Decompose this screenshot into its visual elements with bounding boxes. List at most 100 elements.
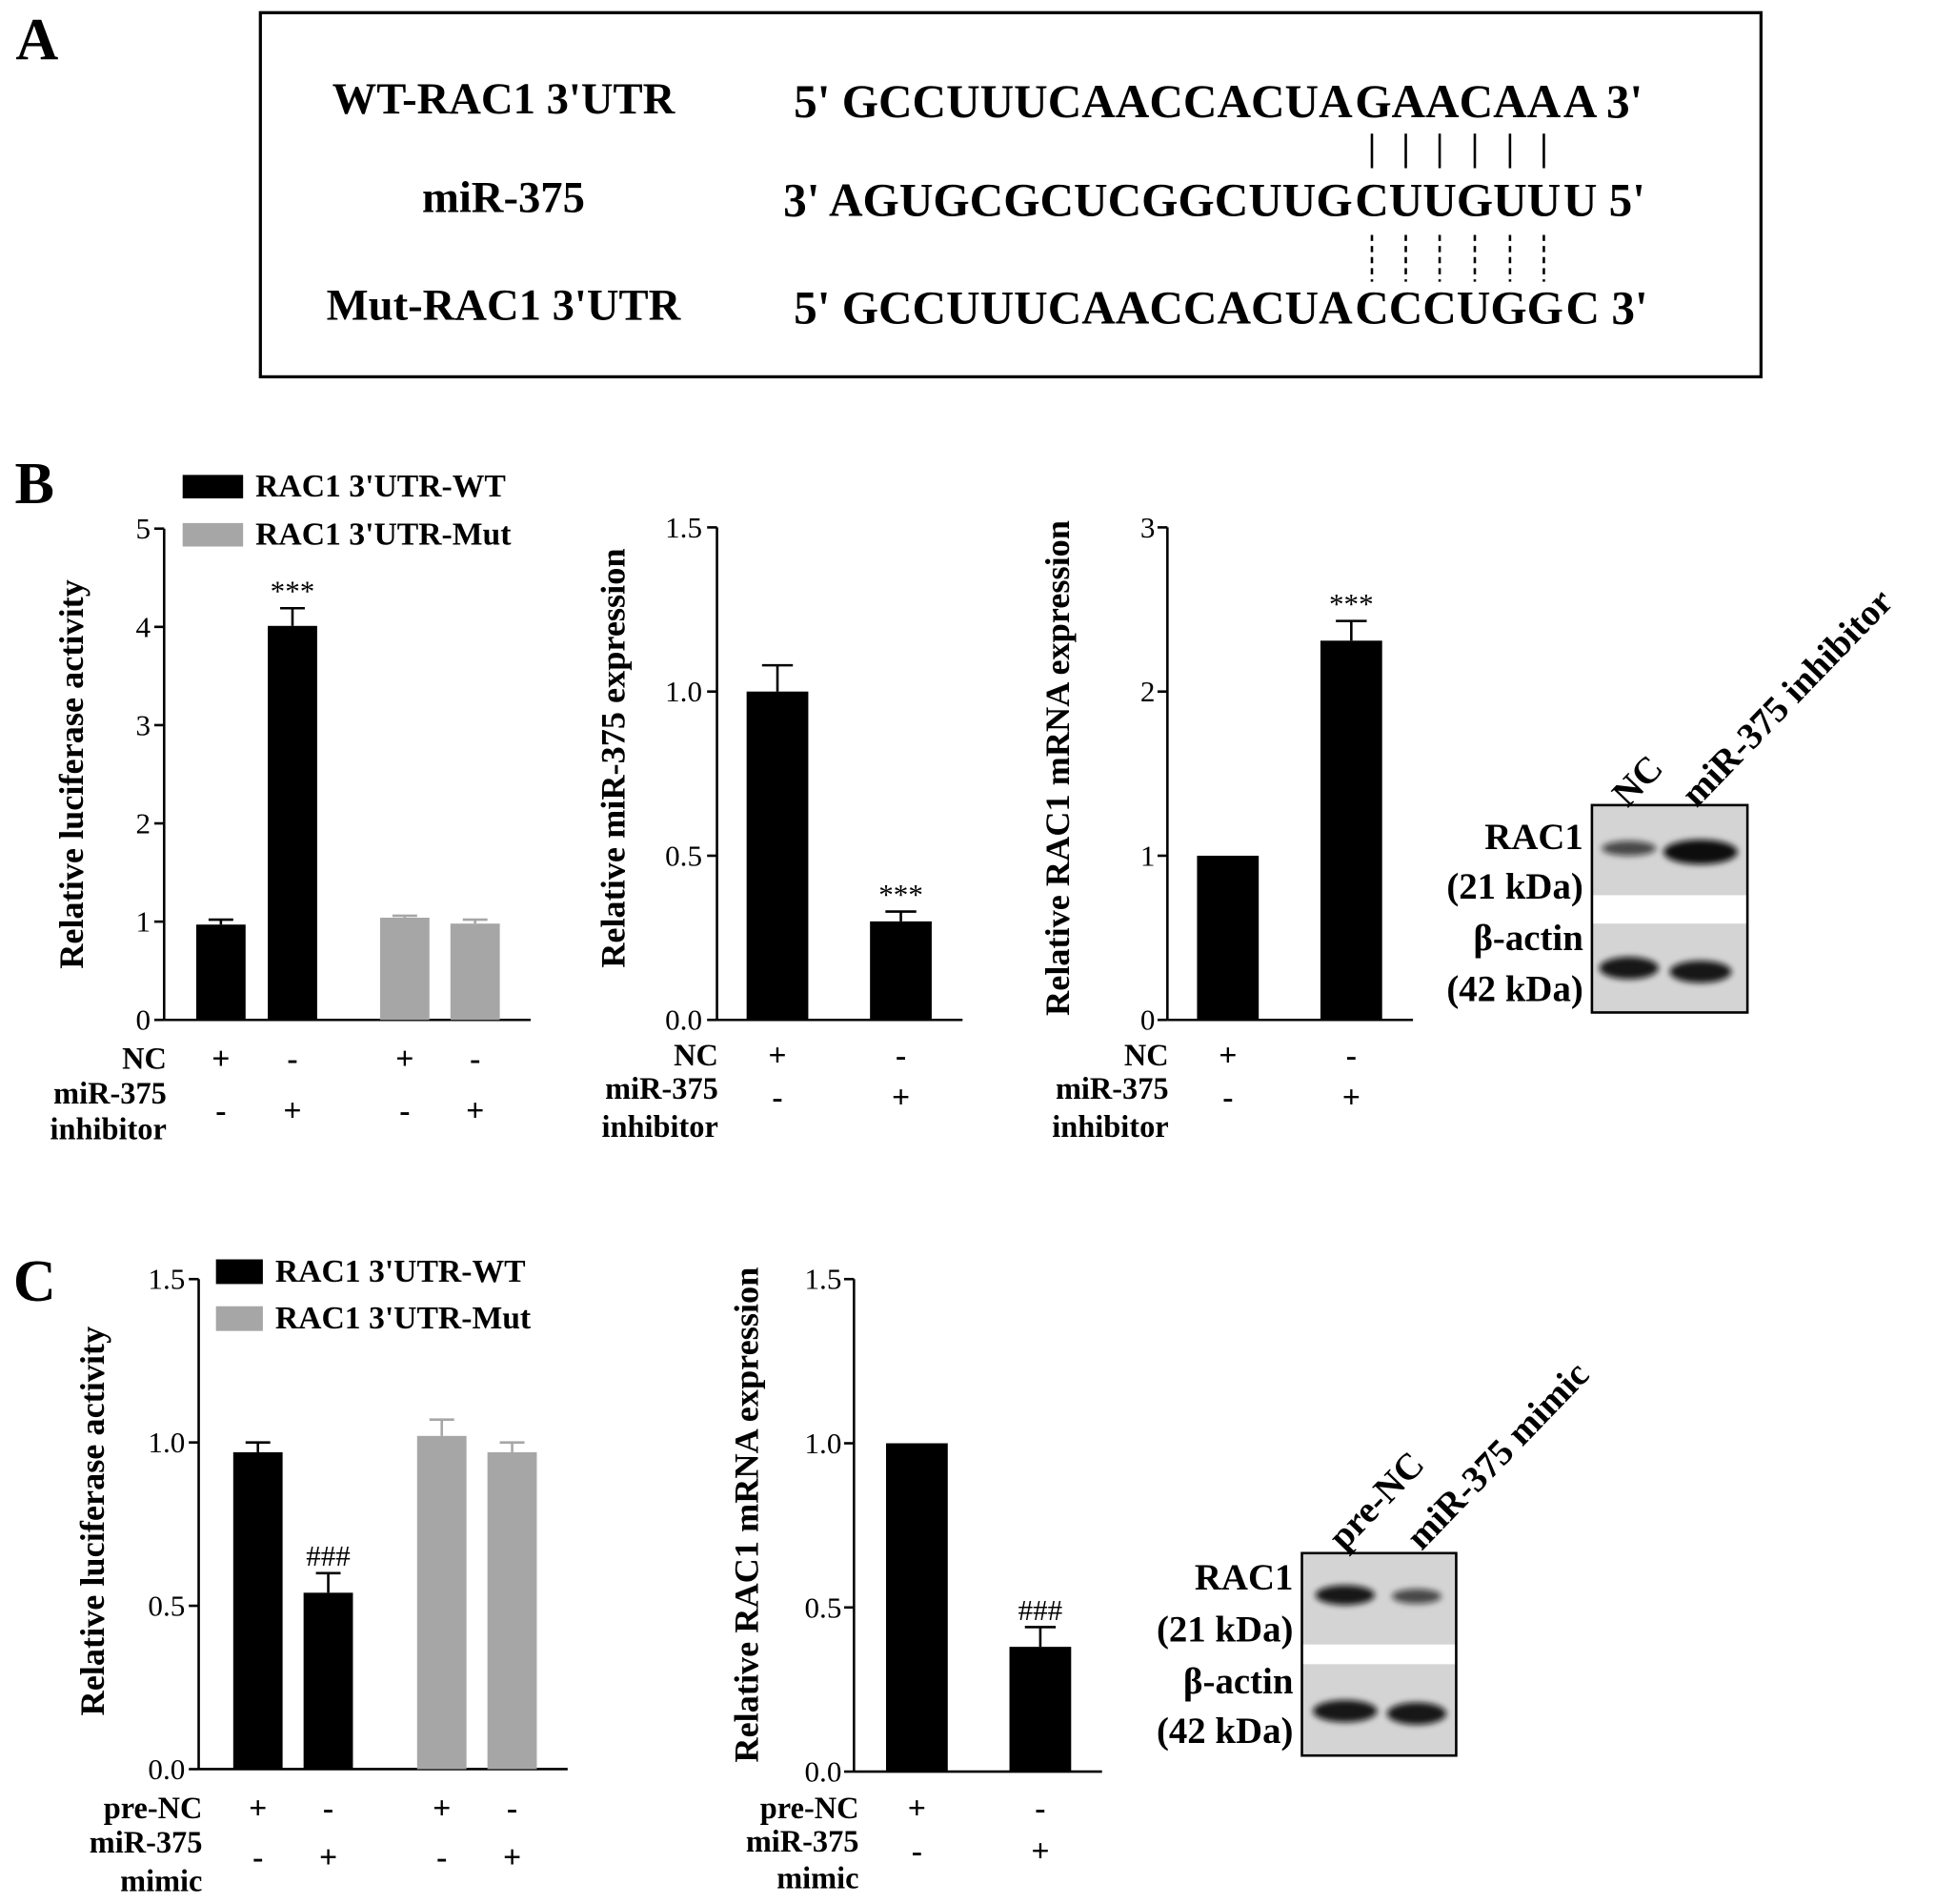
y-axis-label: Relative miR-375 expression	[595, 548, 633, 967]
legend-label: RAC1 3'UTR-Mut	[255, 517, 512, 553]
condition-mark: +	[466, 1094, 484, 1129]
y-tick-label: 1.0	[665, 675, 702, 708]
condition-mark: -	[1222, 1080, 1233, 1115]
blot-band	[1669, 961, 1732, 983]
panel-label: A	[15, 8, 58, 72]
condition-mark: -	[252, 1840, 263, 1875]
condition-mark: +	[1031, 1834, 1049, 1870]
significance: ***	[878, 878, 923, 911]
legend-label: RAC1 3'UTR-Mut	[275, 1301, 532, 1336]
legend-swatch	[182, 475, 244, 498]
condition-mark: +	[283, 1094, 301, 1129]
y-tick-label: 0	[1140, 1003, 1156, 1037]
legend-label: RAC1 3'UTR-WT	[275, 1254, 526, 1289]
band-label: RAC1	[1484, 817, 1583, 858]
bar	[268, 625, 317, 1021]
bar	[1320, 640, 1382, 1021]
bar	[870, 921, 932, 1021]
y-tick-label: 3	[135, 708, 151, 741]
sequence: A 3'	[1563, 75, 1643, 128]
y-tick-label: 1.5	[805, 1263, 842, 1296]
bar	[416, 1435, 467, 1770]
bar	[379, 918, 430, 1021]
condition-label: miR-375	[1056, 1072, 1169, 1106]
bar	[232, 1451, 283, 1770]
blot-band	[1599, 957, 1659, 980]
binding-site: GAACAA	[1355, 75, 1561, 128]
bar	[1009, 1647, 1072, 1772]
row-label: miR-375	[422, 173, 585, 223]
condition-label: mimic	[776, 1862, 858, 1896]
condition-mark: -	[323, 1791, 333, 1826]
y-axis-label: Relative luciferase activity	[52, 579, 91, 969]
y-tick-label: 0.0	[805, 1755, 842, 1789]
significance: ###	[306, 1539, 351, 1572]
y-tick-label: 0.0	[665, 1003, 702, 1037]
y-axis-label: Relative RAC1 mRNA expression	[728, 1267, 766, 1763]
y-tick-label: 1	[1140, 839, 1156, 872]
condition-label: mimic	[120, 1864, 202, 1898]
significance: ###	[1018, 1593, 1063, 1627]
condition-mark: -	[912, 1834, 922, 1870]
y-tick-label: 1.5	[148, 1263, 185, 1296]
row-label: Mut-RAC1 3'UTR	[327, 280, 682, 330]
blot-band	[1602, 841, 1657, 856]
band-label: RAC1	[1195, 1557, 1294, 1598]
y-tick-label: 1.0	[148, 1426, 185, 1459]
condition-mark: +	[908, 1791, 926, 1826]
blot-frame	[1300, 1551, 1458, 1757]
condition-mark: -	[287, 1042, 297, 1077]
bar	[746, 691, 809, 1021]
condition-mark: -	[507, 1791, 517, 1826]
condition-label: inhibitor	[602, 1110, 718, 1144]
y-tick-label: 5	[135, 512, 151, 545]
condition-mark: -	[215, 1094, 226, 1129]
bar	[450, 923, 500, 1021]
binding-site: CUUGUU	[1355, 174, 1561, 227]
condition-mark: -	[399, 1094, 410, 1129]
band-label: (42 kDa)	[1157, 1711, 1294, 1752]
band-label: (42 kDa)	[1446, 968, 1583, 1009]
band-label: (21 kDa)	[1446, 866, 1583, 907]
condition-label: NC	[1124, 1039, 1169, 1073]
condition-label: NC	[122, 1043, 167, 1077]
condition-label: pre-NC	[760, 1792, 859, 1826]
blot-frame	[1590, 803, 1749, 1014]
condition-mark: -	[1035, 1791, 1045, 1826]
y-tick-label: 0.5	[665, 839, 702, 872]
legend-swatch	[215, 1306, 263, 1331]
bar	[487, 1451, 537, 1770]
band-label: β-actin	[1473, 918, 1583, 959]
y-tick-label: 2	[1140, 675, 1156, 708]
y-axis-label: Relative RAC1 mRNA expression	[1038, 520, 1077, 1016]
significance: ***	[271, 575, 315, 608]
bar	[195, 924, 246, 1021]
blot-band	[1392, 1589, 1441, 1604]
condition-label: miR-375	[90, 1826, 203, 1860]
band-label: β-actin	[1183, 1661, 1294, 1702]
legend-swatch	[182, 522, 244, 547]
condition-mark: -	[772, 1080, 782, 1115]
blot-band	[1313, 1699, 1378, 1723]
condition-mark: +	[503, 1840, 521, 1875]
y-tick-label: 2	[135, 807, 151, 841]
condition-mark: +	[433, 1791, 451, 1826]
binding-site: CCCUGG	[1355, 281, 1563, 334]
band-label: (21 kDa)	[1157, 1610, 1294, 1651]
condition-mark: +	[1342, 1080, 1361, 1115]
significance: ***	[1329, 587, 1374, 620]
condition-label: inhibitor	[1052, 1110, 1168, 1144]
blot-band	[1663, 840, 1738, 865]
y-tick-label: 1	[135, 905, 151, 939]
y-tick-label: 1.0	[805, 1427, 842, 1460]
condition-mark: -	[436, 1840, 447, 1875]
y-tick-label: 3	[1140, 511, 1156, 544]
y-tick-label: 0.0	[148, 1752, 185, 1786]
condition-mark: -	[896, 1038, 906, 1073]
condition-label: inhibitor	[50, 1113, 167, 1147]
sequence: C 3'	[1566, 281, 1648, 334]
condition-mark: -	[1346, 1038, 1357, 1073]
y-tick-label: 0	[135, 1003, 151, 1037]
bar	[1197, 855, 1260, 1021]
